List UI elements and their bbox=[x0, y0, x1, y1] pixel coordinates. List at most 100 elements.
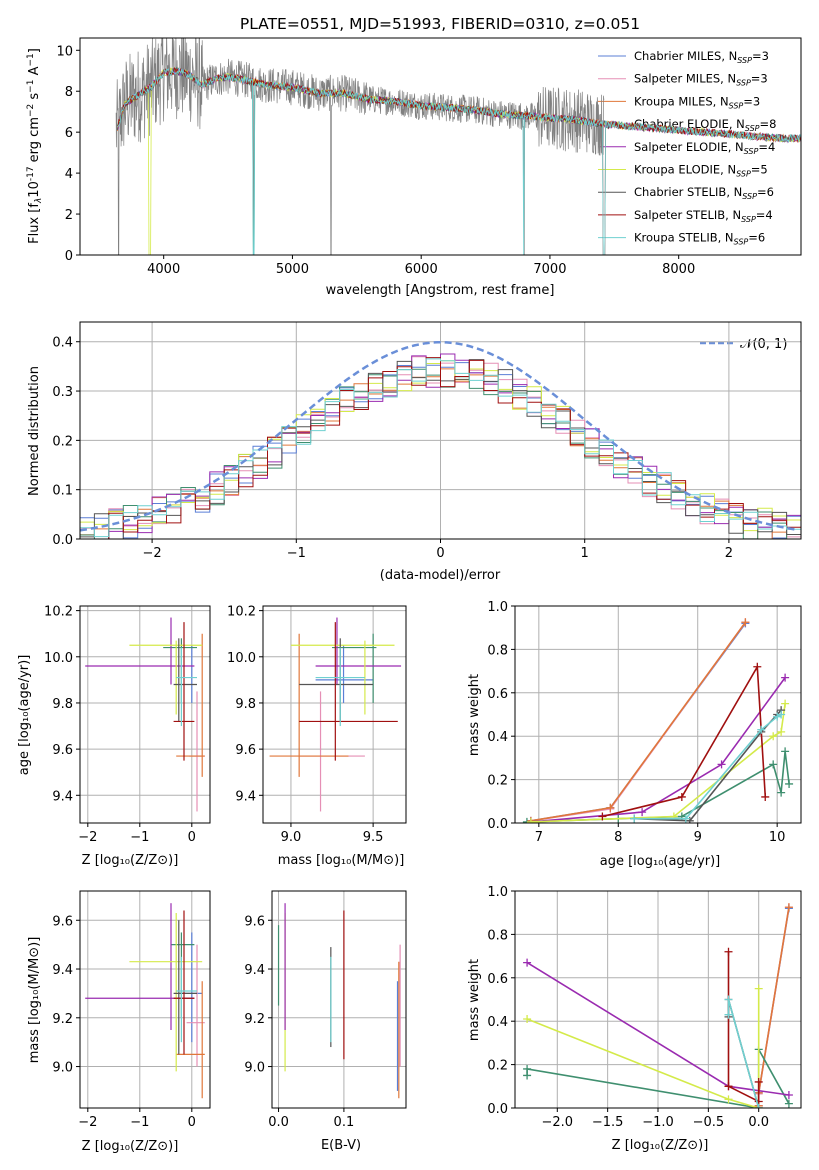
series-marker-salpeter_elodie bbox=[638, 808, 647, 817]
series-marker-kroupa_elodie bbox=[777, 727, 786, 736]
spectrum-title: PLATE=0551, MJD=51993, FIBERID=0310, z=0… bbox=[240, 15, 640, 33]
y-tick-label: 2 bbox=[65, 208, 73, 223]
x-tick-label: 9 bbox=[694, 830, 702, 845]
legend-label-n: =3 bbox=[751, 72, 768, 86]
ageZ-xlabel: Z [log₁₀(Z/Z⊙)] bbox=[82, 853, 179, 868]
y-tick-label: 9.6 bbox=[244, 914, 265, 929]
legend-label-n: =3 bbox=[752, 49, 769, 63]
legend-label-name: Kroupa MILES, N bbox=[634, 94, 729, 108]
x-tick-label: 10 bbox=[769, 830, 786, 845]
legend-label: Salpeter ELODIE, NSSP=4 bbox=[634, 140, 775, 156]
legend-label: Chabrier MILES, NSSP=3 bbox=[634, 49, 769, 65]
y-tick-label: 9.6 bbox=[235, 743, 256, 758]
y-tick-label: 10 bbox=[56, 44, 73, 59]
y-tick-label: 9.4 bbox=[244, 963, 265, 978]
y-tick-label: 0.2 bbox=[487, 774, 508, 789]
residual-histogram-panel: (data-model)/error Normed distribution 𝒩… bbox=[27, 321, 802, 583]
series-marker-kroupa_stelib bbox=[757, 725, 766, 734]
ageM-xlabel: mass [log₁₀(M/M⊙)] bbox=[278, 853, 405, 868]
legend-label-name: Salpeter ELODIE, N bbox=[634, 140, 744, 154]
series-marker-salpeter_stelib bbox=[754, 1077, 763, 1086]
series-marker-salpeter_stelib bbox=[677, 792, 686, 801]
y-tick-label: 0.1 bbox=[52, 484, 73, 499]
hist-xlabel: (data-model)/error bbox=[380, 568, 501, 583]
axes-frame bbox=[514, 890, 802, 1109]
massE-xlabel: E(B-V) bbox=[321, 1138, 361, 1153]
histogram-salpeter_stelib bbox=[80, 357, 801, 539]
x-tick-label: 6000 bbox=[405, 262, 438, 277]
spectrum-ylabel: Flux [fλ10-17 erg cm−2 s−1 A−1] bbox=[26, 48, 44, 244]
y-tick-label: 10.0 bbox=[227, 651, 256, 666]
x-tick-label: −2 bbox=[78, 830, 97, 845]
x-tick-label: 8 bbox=[614, 830, 622, 845]
spectrum-xlabel: wavelength [Angstrom, rest frame] bbox=[326, 283, 555, 298]
hist-ylabel: Normed distribution bbox=[27, 366, 42, 496]
errorbar-plot-area bbox=[85, 903, 205, 1099]
legend-label-sub: SSP bbox=[736, 79, 751, 88]
x-tick-label: 5000 bbox=[276, 262, 309, 277]
series-line-kroupa_elodie bbox=[526, 988, 760, 1108]
series-marker-chabrier_elodie bbox=[785, 779, 794, 788]
line-plot-area bbox=[522, 618, 794, 823]
gaussian-curve bbox=[80, 340, 799, 532]
hist-plot-area bbox=[80, 340, 801, 539]
y-tick-label: 1.0 bbox=[487, 885, 508, 900]
x-tick-label: 0 bbox=[436, 546, 444, 561]
series-marker-kroupa_elodie bbox=[724, 1095, 733, 1104]
wZ-xlabel: Z [log₁₀(Z/Z⊙)] bbox=[612, 1138, 709, 1153]
y-tick-label: 0.2 bbox=[487, 1059, 508, 1074]
x-tick-label: −1 bbox=[130, 830, 149, 845]
x-tick-label: 0 bbox=[188, 1115, 196, 1130]
model-spectrum-kroupa_stelib bbox=[117, 67, 801, 255]
legend-label: Salpeter STELIB, NSSP=4 bbox=[634, 208, 773, 224]
series-marker-kroupa_elodie bbox=[754, 984, 763, 993]
series-line-salpeter_stelib bbox=[727, 951, 760, 1103]
y-tick-label: 0.8 bbox=[487, 643, 508, 658]
y-tick-label: 0.0 bbox=[52, 533, 73, 548]
series-marker-salpeter_stelib bbox=[753, 662, 762, 671]
legend-label-sub: SSP bbox=[745, 124, 760, 133]
series-marker-chabrier_elodie bbox=[777, 788, 786, 797]
y-tick-label: 9.2 bbox=[52, 1012, 73, 1027]
axes-frame bbox=[79, 890, 211, 1109]
age-vs-metallicity-panel: Z [log₁₀(Z/Z⊙)] age [log₁₀(age/yr)] −2 −1… bbox=[17, 605, 211, 868]
y-tick-label: 0.0 bbox=[487, 817, 508, 832]
legend-label-n: =5 bbox=[751, 163, 768, 177]
legend-label-sub: SSP bbox=[744, 147, 759, 156]
x-tick-label: 0.0 bbox=[268, 1115, 289, 1130]
weight-vs-age-panel: age [log₁₀(age/yr)] mass weight 7 8 9 10 0.0… bbox=[467, 600, 802, 869]
x-tick-label: 7000 bbox=[533, 262, 566, 277]
legend-label-sub: SSP bbox=[736, 170, 751, 179]
series-line-salpeter_elodie bbox=[530, 677, 786, 823]
y-tick-label: 9.8 bbox=[235, 697, 256, 712]
y-tick-label: 9.4 bbox=[52, 789, 73, 804]
series-marker-chabrier_elodie bbox=[784, 1099, 793, 1108]
legend-label-n: =3 bbox=[743, 94, 760, 108]
y-tick-label: 0 bbox=[65, 249, 73, 264]
wAge-ylabel: mass weight bbox=[467, 674, 482, 756]
axes-frame bbox=[262, 605, 407, 824]
y-tick-label: 0.4 bbox=[52, 336, 73, 351]
series-marker-kroupa_stelib bbox=[630, 814, 639, 823]
legend-label-name: Kroupa ELODIE, N bbox=[634, 163, 736, 177]
wAge-xlabel: age [log₁₀(age/yr)] bbox=[600, 854, 721, 869]
series-marker-chabrier_elodie bbox=[769, 760, 778, 769]
legend-label-sub: SSP bbox=[729, 101, 744, 110]
y-tick-label: 6 bbox=[65, 126, 73, 141]
x-tick-label: −1.0 bbox=[642, 1115, 674, 1130]
y-tick-label: 0.6 bbox=[487, 972, 508, 987]
y-tick-label: 10.2 bbox=[44, 605, 73, 620]
x-tick-label: −2 bbox=[78, 1115, 97, 1130]
legend-label: Kroupa ELODIE, NSSP=5 bbox=[634, 163, 768, 179]
x-tick-label: 0.1 bbox=[334, 1115, 355, 1130]
wZ-ylabel: mass weight bbox=[467, 959, 482, 1041]
legend-label-sub: SSP bbox=[737, 56, 752, 65]
x-tick-label: −2.0 bbox=[542, 1115, 574, 1130]
y-tick-label: 9.2 bbox=[244, 1012, 265, 1027]
legend-label: Kroupa STELIB, NSSP=6 bbox=[634, 231, 765, 247]
y-tick-label: 0.4 bbox=[487, 730, 508, 745]
age-vs-mass-panel: mass [log₁₀(M/M⊙)] 9.0 9.5 9.4 9.6 9.8 10.0 10… bbox=[227, 605, 407, 868]
legend-label-n: =4 bbox=[758, 140, 775, 154]
legend-label-n: =8 bbox=[760, 117, 777, 131]
legend-label-name: Salpeter MILES, N bbox=[634, 72, 736, 86]
